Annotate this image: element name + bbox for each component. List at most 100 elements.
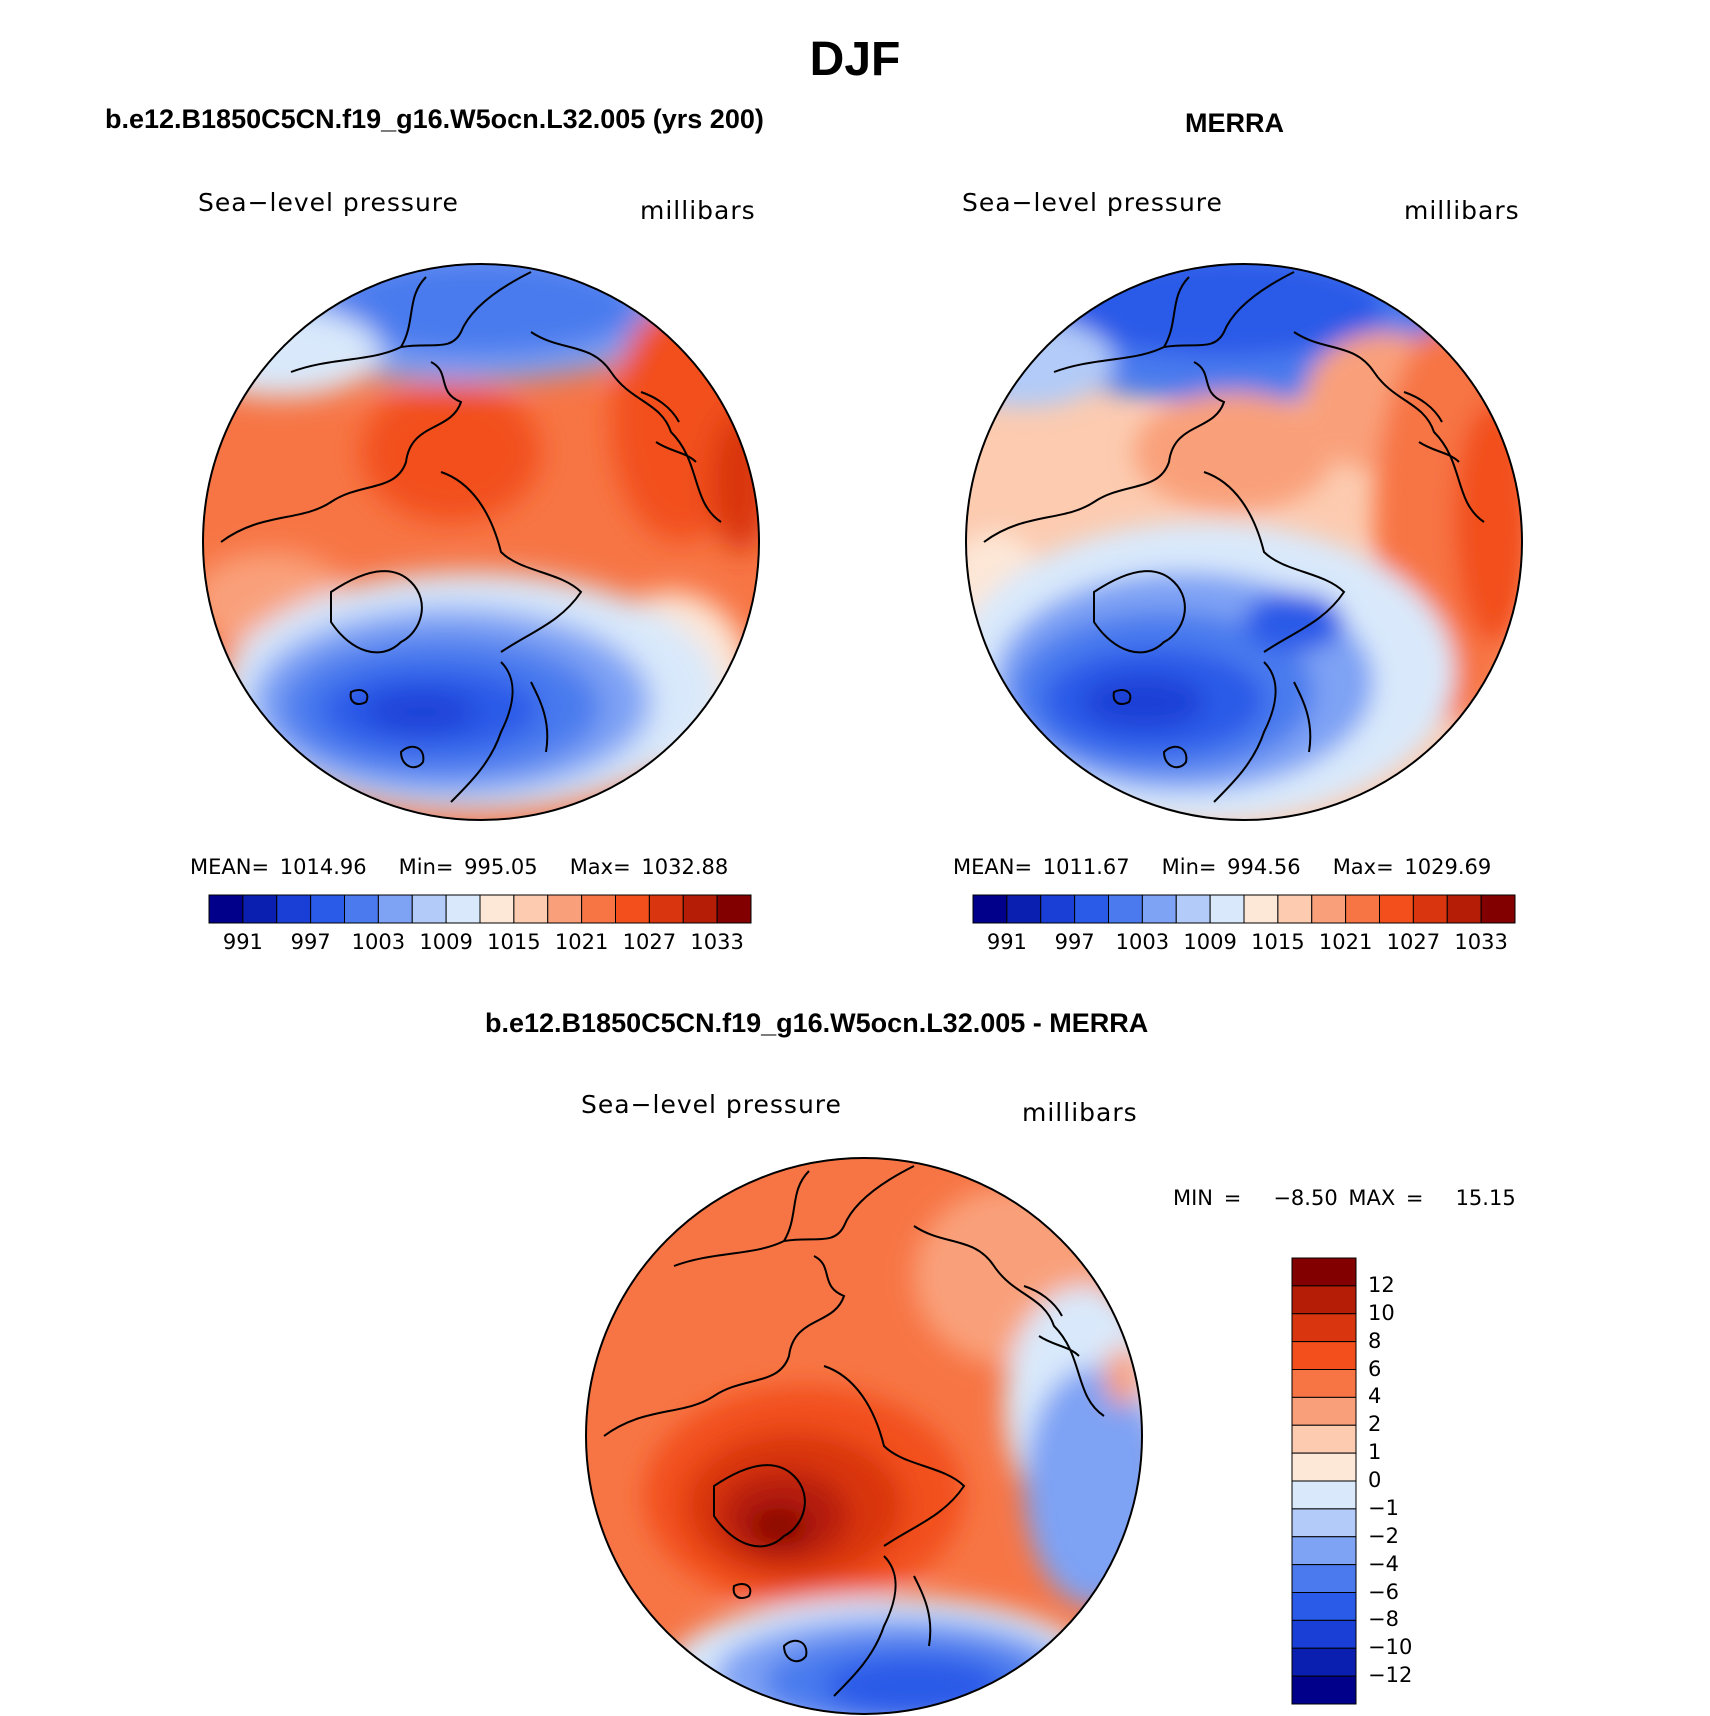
colorbar-swatch: [1412, 894, 1448, 924]
merra-mean-label: MEAN=: [953, 855, 1033, 879]
diff-colorbar-ticks: 12 10 8 6 4 2 1 0 −1 −2 −4 −6 −8 −10 −12: [1368, 1258, 1448, 1704]
model-max-label: Max=: [569, 855, 631, 879]
colorbar-swatch: [1291, 1508, 1357, 1538]
merra-colorbar: [972, 894, 1516, 924]
colorbar-swatch: [1074, 894, 1109, 924]
model-colorbar: [208, 894, 752, 924]
diff-variable-label: Sea−level pressure: [581, 1090, 842, 1119]
colorbar-swatch: [1291, 1647, 1357, 1677]
colorbar-tick-label: 1021: [1318, 930, 1373, 954]
model-contour-field: [203, 264, 759, 820]
colorbar-swatch: [1291, 1619, 1357, 1649]
diff-max-label: MAX =: [1348, 1186, 1424, 1210]
colorbar-swatch: [1480, 894, 1516, 924]
colorbar-swatch: [513, 894, 549, 924]
colorbar-tick-label: 1003: [351, 930, 406, 954]
colorbar-swatch: [682, 894, 718, 924]
colorbar-tick-label: 991: [222, 930, 263, 954]
colorbar-tick-label: 1009: [1183, 930, 1237, 954]
merra-colorbar-ticks: 991 997 1003 1009 1015 1021 1027 1033: [973, 930, 1515, 960]
colorbar-swatch: [1141, 894, 1177, 924]
colorbar-swatch: [1379, 894, 1414, 924]
colorbar-swatch: [1040, 894, 1076, 924]
colorbar-tick-label: 1027: [622, 930, 677, 954]
colorbar-tick-label: 1003: [1115, 930, 1170, 954]
colorbar-tick-label: −12: [1368, 1663, 1413, 1688]
colorbar-tick-label: 1033: [690, 930, 744, 954]
colorbar-tick-label: 997: [1054, 930, 1095, 954]
colorbar-swatch: [1291, 1369, 1357, 1398]
diff-panel-title: b.e12.B1850C5CN.f19_g16.W5ocn.L32.005 - …: [485, 1008, 1149, 1038]
model-min-label: Min=: [398, 855, 454, 879]
merra-panel-title: MERRA: [1185, 108, 1284, 138]
colorbar-tick-label: 2: [1368, 1412, 1382, 1437]
colorbar-swatch: [1108, 894, 1143, 924]
merra-mean-value: 1011.67: [1042, 855, 1130, 879]
colorbar-swatch: [1291, 1341, 1357, 1370]
colorbar-tick-label: 1021: [554, 930, 609, 954]
colorbar-tick-label: 8: [1368, 1328, 1382, 1353]
colorbar-tick-label: 12: [1368, 1272, 1395, 1297]
colorbar-swatch: [1291, 1480, 1357, 1510]
merra-max-value: 1029.69: [1404, 855, 1492, 879]
colorbar-tick-label: −6: [1368, 1579, 1399, 1604]
model-max-value: 1032.88: [641, 855, 729, 879]
colorbar-swatch: [1006, 894, 1042, 924]
model-map-border: [202, 263, 760, 821]
merra-map-border: [965, 263, 1523, 821]
colorbar-swatch: [1291, 1424, 1357, 1454]
merra-variable-label: Sea−level pressure: [962, 188, 1223, 217]
diff-colorbar: [1291, 1257, 1357, 1705]
colorbar-tick-label: 1015: [487, 930, 541, 954]
model-mean-value: 1014.96: [279, 855, 367, 879]
merra-max-label: Max=: [1332, 855, 1394, 879]
colorbar-swatch: [615, 894, 650, 924]
colorbar-swatch: [1291, 1396, 1357, 1426]
model-coastlines: [220, 271, 722, 803]
colorbar-tick-label: −2: [1368, 1523, 1399, 1548]
colorbar-tick-label: 10: [1368, 1300, 1395, 1325]
merra-coastlines: [983, 271, 1485, 803]
colorbar-swatch: [1311, 894, 1347, 924]
colorbar-swatch: [1243, 894, 1279, 924]
colorbar-swatch: [377, 894, 413, 924]
colorbar-swatch: [1291, 1257, 1357, 1287]
colorbar-swatch: [411, 894, 447, 924]
colorbar-tick-label: 0: [1368, 1468, 1382, 1492]
colorbar-swatch: [1175, 894, 1211, 924]
diff-min-label: MIN =: [1173, 1186, 1242, 1210]
colorbar-swatch: [445, 894, 481, 924]
colorbar-tick-label: −4: [1368, 1551, 1399, 1576]
colorbar-swatch: [1291, 1285, 1357, 1315]
colorbar-tick-label: 1009: [419, 930, 473, 954]
diff-contour-field: [586, 1158, 1142, 1714]
colorbar-swatch: [276, 894, 312, 924]
colorbar-swatch: [1277, 894, 1313, 924]
diff-max-value: 15.15: [1455, 1186, 1516, 1210]
colorbar-swatch: [1291, 1675, 1357, 1705]
model-stats: MEAN= 1014.96 Min= 995.05 Max= 1032.88: [190, 855, 728, 879]
diff-min-value: −8.50: [1273, 1186, 1338, 1210]
model-variable-label: Sea−level pressure: [198, 188, 459, 217]
diff-map: [585, 1157, 1143, 1715]
colorbar-tick-label: 1027: [1386, 930, 1441, 954]
model-colorbar-ticks: 991 997 1003 1009 1015 1021 1027 1033: [209, 930, 751, 960]
colorbar-tick-label: 991: [986, 930, 1027, 954]
diff-units-label: millibars: [1022, 1098, 1138, 1127]
colorbar-tick-label: 1: [1368, 1440, 1382, 1465]
colorbar-swatch: [310, 894, 345, 924]
colorbar-swatch: [344, 894, 379, 924]
diff-stats: MIN = −8.50 MAX = 15.15: [1173, 1186, 1516, 1210]
colorbar-swatch: [1291, 1564, 1357, 1593]
colorbar-swatch: [547, 894, 583, 924]
colorbar-swatch: [716, 894, 752, 924]
colorbar-swatch: [1209, 894, 1245, 924]
colorbar-swatch: [1291, 1313, 1357, 1343]
colorbar-swatch: [1291, 1592, 1357, 1621]
colorbar-swatch: [242, 894, 278, 924]
colorbar-swatch: [1291, 1536, 1357, 1566]
merra-stats: MEAN= 1011.67 Min= 994.56 Max= 1029.69: [953, 855, 1491, 879]
model-min-value: 995.05: [464, 855, 538, 879]
colorbar-tick-label: 6: [1368, 1356, 1382, 1381]
main-title: DJF: [809, 33, 901, 86]
